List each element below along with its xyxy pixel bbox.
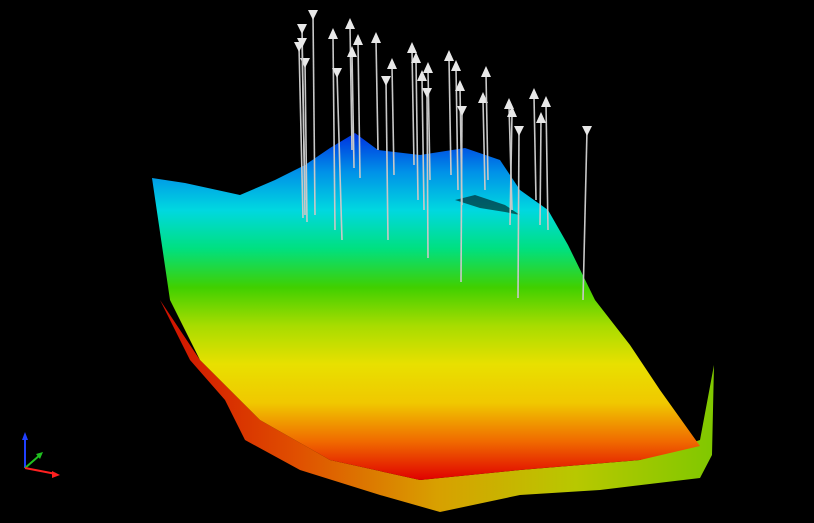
x-axis-arrow-icon xyxy=(52,471,60,478)
well-stick[interactable] xyxy=(582,129,588,301)
well-stick[interactable] xyxy=(482,99,486,191)
producer-well-arrow-up-icon[interactable] xyxy=(407,42,417,53)
injector-well-arrow-down-icon[interactable] xyxy=(300,58,310,68)
well-stick[interactable] xyxy=(301,41,306,201)
well-stick[interactable] xyxy=(533,95,537,201)
well-stick[interactable] xyxy=(336,71,343,241)
producer-well-arrow-up-icon[interactable] xyxy=(417,70,427,81)
producer-well-arrow-up-icon[interactable] xyxy=(371,32,381,43)
producer-well-arrow-up-icon[interactable] xyxy=(529,88,539,99)
injector-well-arrow-down-icon[interactable] xyxy=(582,126,592,136)
well-stick[interactable] xyxy=(545,103,549,231)
injector-well-arrow-down-icon[interactable] xyxy=(332,68,342,78)
well-stick[interactable] xyxy=(426,91,429,259)
producer-well-arrow-up-icon[interactable] xyxy=(328,28,338,39)
well-stick[interactable] xyxy=(539,119,542,226)
well-stick[interactable] xyxy=(304,61,308,223)
producer-well-arrow-up-icon[interactable] xyxy=(411,52,421,63)
well-stick[interactable] xyxy=(312,13,316,216)
producer-well-arrow-up-icon[interactable] xyxy=(451,60,461,71)
well-stick[interactable] xyxy=(485,73,489,181)
y-axis-arrow-icon xyxy=(36,452,43,459)
orientation-axes xyxy=(22,432,60,478)
producer-well-arrow-up-icon[interactable] xyxy=(347,46,357,57)
well-stick[interactable] xyxy=(357,41,361,179)
reservoir-surface[interactable] xyxy=(152,133,700,480)
producer-well-arrow-up-icon[interactable] xyxy=(478,92,488,103)
producer-well-arrow-up-icon[interactable] xyxy=(345,18,355,29)
well-stick[interactable] xyxy=(375,39,379,151)
well-stick[interactable] xyxy=(517,129,520,299)
producer-well-arrow-up-icon[interactable] xyxy=(504,98,514,109)
z-axis-arrow-icon xyxy=(22,432,28,440)
producer-well-arrow-up-icon[interactable] xyxy=(353,34,363,45)
well-stick[interactable] xyxy=(509,113,513,226)
well-stick[interactable] xyxy=(460,109,463,283)
producer-well-arrow-up-icon[interactable] xyxy=(536,112,546,123)
producer-well-arrow-up-icon[interactable] xyxy=(444,50,454,61)
producer-well-arrow-up-icon[interactable] xyxy=(387,58,397,69)
well-stick[interactable] xyxy=(448,57,452,176)
well-stick[interactable] xyxy=(391,65,395,176)
injector-well-arrow-down-icon[interactable] xyxy=(297,38,307,48)
x-axis xyxy=(24,467,57,475)
well-stick[interactable] xyxy=(415,59,419,201)
injector-well-arrow-down-icon[interactable] xyxy=(297,24,307,34)
injector-well-arrow-down-icon[interactable] xyxy=(457,106,467,116)
producer-well-arrow-up-icon[interactable] xyxy=(423,62,433,73)
injector-well-arrow-down-icon[interactable] xyxy=(308,10,318,20)
producer-well-arrow-up-icon[interactable] xyxy=(481,66,491,77)
injector-well-arrow-down-icon[interactable] xyxy=(422,88,432,98)
well-trajectories[interactable] xyxy=(294,10,592,301)
well-stick[interactable] xyxy=(349,25,353,151)
injector-well-arrow-down-icon[interactable] xyxy=(514,126,524,136)
producer-well-arrow-up-icon[interactable] xyxy=(455,80,465,91)
producer-well-arrow-up-icon[interactable] xyxy=(541,96,551,107)
surface-side-wall xyxy=(160,300,714,512)
well-stick[interactable] xyxy=(298,45,304,219)
well-stick[interactable] xyxy=(385,79,389,241)
y-axis xyxy=(24,454,41,469)
producer-well-arrow-up-icon[interactable] xyxy=(507,106,517,117)
well-stick[interactable] xyxy=(421,77,425,211)
injector-well-arrow-down-icon[interactable] xyxy=(381,76,391,86)
well-stick[interactable] xyxy=(351,53,355,169)
well-stick[interactable] xyxy=(411,49,415,166)
surface-ridge-shadow xyxy=(455,195,520,215)
